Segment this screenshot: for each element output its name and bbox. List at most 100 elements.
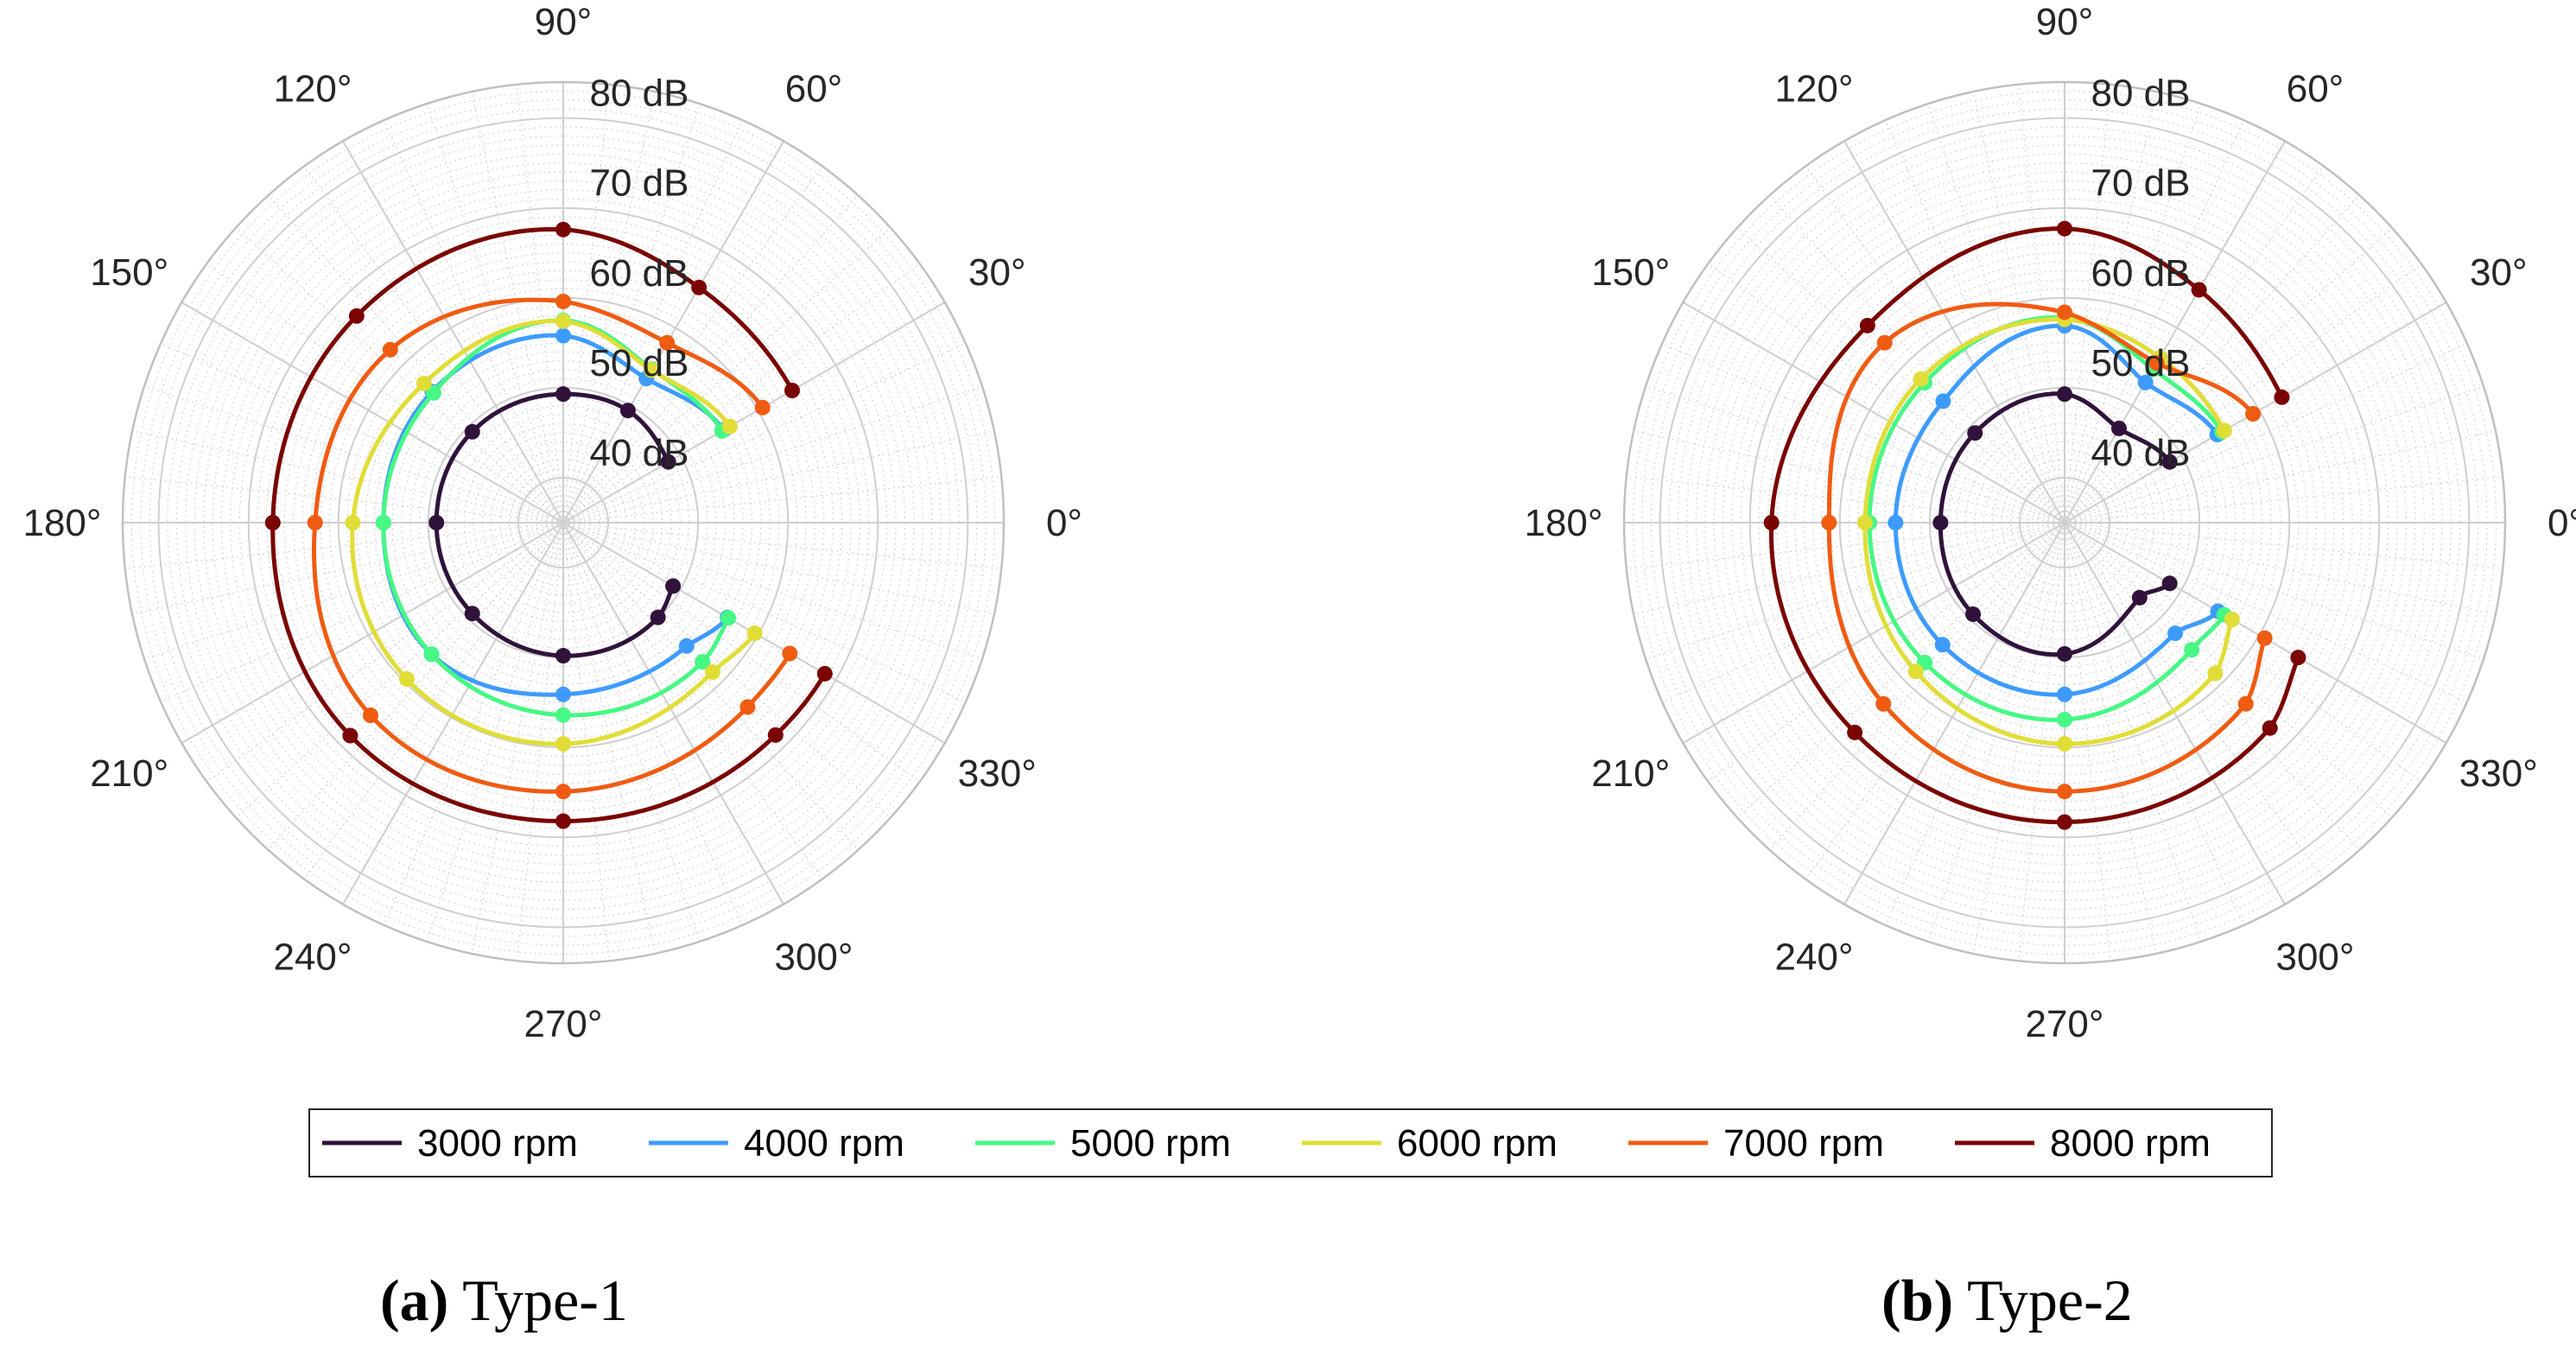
minor-angular-gridline: [562, 84, 610, 524]
data-point: [555, 293, 571, 309]
minor-angular-gridline: [2064, 522, 2360, 851]
radial-tick-label: 60 dB: [590, 252, 689, 295]
minor-angular-gridline: [1805, 166, 2065, 524]
legend-item: 3000 rpm: [322, 1122, 578, 1165]
caption-b-text: Type-2: [1967, 1267, 2133, 1333]
data-point: [1859, 317, 1875, 333]
angular-gridline: [1843, 522, 2065, 905]
angle-tick-label: 150°: [1591, 251, 1670, 294]
series-group: [264, 221, 833, 829]
minor-angular-gridline: [2064, 343, 2468, 524]
minor-angular-gridline: [2064, 166, 2325, 524]
minor-angular-gridline: [562, 522, 920, 783]
data-point: [2057, 686, 2072, 702]
data-point: [2274, 389, 2290, 405]
minor-angular-gridline: [206, 522, 564, 783]
minor-angular-gridline: [471, 92, 564, 524]
radial-tick-labels: 40 dB 50 dB 60 dB 70 dB 80 dB: [2091, 73, 2191, 474]
legend-item: 8000 rpm: [1955, 1122, 2211, 1165]
data-point: [555, 813, 571, 829]
minor-angular-gridline: [562, 166, 823, 524]
angle-tick-label: 300°: [2275, 936, 2354, 978]
angle-tick-label: 240°: [273, 936, 352, 978]
minor-angular-gridline: [562, 522, 823, 879]
legend: 3000 rpm 4000 rpm 5000 rpm 6000 rpm 7000 rpm…: [308, 1108, 2273, 1177]
angle-tick-label: 150°: [90, 251, 168, 294]
angular-gridline: [562, 301, 946, 524]
minor-angular-gridline: [2064, 385, 2484, 524]
minor-angular-gridline: [562, 430, 994, 524]
data-point: [2057, 736, 2072, 752]
data-point: [555, 313, 571, 329]
angle-tick-label: 120°: [1774, 68, 1853, 111]
minor-angular-gridline: [124, 522, 564, 569]
radial-tick-label: 70 dB: [2091, 162, 2191, 205]
data-point: [2216, 422, 2232, 439]
angular-gridline: [2064, 522, 2286, 905]
legend-item: 5000 rpm: [975, 1122, 1231, 1165]
minor-angular-gridline: [562, 92, 656, 524]
data-point: [695, 654, 711, 670]
minor-angular-gridline: [235, 522, 564, 818]
data-point: [555, 686, 571, 702]
data-point: [2207, 665, 2224, 682]
minor-angular-gridline: [2064, 263, 2421, 524]
angle-tick-label: 0°: [2547, 502, 2576, 544]
legend-box: [308, 1108, 2273, 1177]
data-point: [659, 334, 676, 351]
minor-angular-gridline: [2064, 522, 2484, 660]
minor-angular-gridline: [143, 522, 564, 660]
legend-item: 4000 rpm: [649, 1122, 904, 1165]
minor-angular-gridline: [2064, 522, 2111, 962]
data-point: [739, 699, 756, 715]
data-point: [428, 515, 445, 530]
angle-tick-label: 90°: [535, 1, 593, 43]
data-point: [2057, 814, 2072, 830]
data-point: [416, 375, 432, 391]
minor-angular-gridline: [2064, 522, 2157, 954]
minor-angular-gridline: [562, 522, 983, 660]
minor-angular-gridline: [1661, 343, 2065, 524]
radial-tick-label: 60 dB: [2091, 252, 2191, 295]
minor-angular-gridline: [426, 103, 564, 524]
data-point: [363, 707, 379, 723]
angle-tick-label: 180°: [1524, 502, 1602, 544]
minor-angular-gridline: [1885, 522, 2065, 926]
minor-angular-gridline: [303, 522, 564, 879]
caption-a-label: (a): [380, 1267, 448, 1333]
minor-angular-gridline: [562, 522, 610, 962]
data-point: [2290, 650, 2306, 666]
minor-angular-gridline: [562, 343, 967, 524]
data-point: [2184, 642, 2200, 658]
data-point: [2262, 720, 2278, 736]
minor-angular-gridline: [562, 119, 743, 524]
data-point: [555, 648, 571, 664]
minor-angular-gridline: [1634, 522, 2065, 615]
minor-angular-gridline: [1927, 522, 2065, 943]
minor-angular-gridline: [2064, 119, 2244, 524]
minor-angular-gridline: [562, 194, 859, 524]
polar-grid: [121, 80, 1006, 965]
data-point: [2057, 645, 2072, 662]
angle-tick-label: 180°: [22, 502, 101, 544]
angle-tick-label: 60°: [785, 68, 843, 111]
data-point: [782, 645, 798, 662]
minor-angular-gridline: [2064, 476, 2503, 524]
minor-angular-gridline: [2064, 522, 2325, 879]
data-point: [2148, 355, 2165, 371]
data-point: [2057, 386, 2072, 403]
data-point: [1935, 393, 1951, 409]
data-point: [2245, 406, 2262, 422]
minor-angular-gridline: [1708, 263, 2065, 524]
data-point: [2167, 625, 2184, 642]
data-point: [816, 665, 833, 682]
angle-tick-labels: 0° 30° 60° 90° 120° 150° 180° 210° 240° 270° 300° 3…: [22, 1, 1082, 1045]
minor-angular-gridline: [1634, 430, 2065, 524]
minor-angular-gridline: [2018, 522, 2065, 962]
data-point: [754, 399, 771, 416]
caption-a-text: Type-1: [462, 1267, 628, 1333]
caption-b: (b) Type-2: [1881, 1267, 2133, 1333]
minor-angular-gridline: [517, 522, 564, 962]
data-point: [1821, 515, 1837, 530]
minor-angular-gridline: [206, 263, 564, 524]
